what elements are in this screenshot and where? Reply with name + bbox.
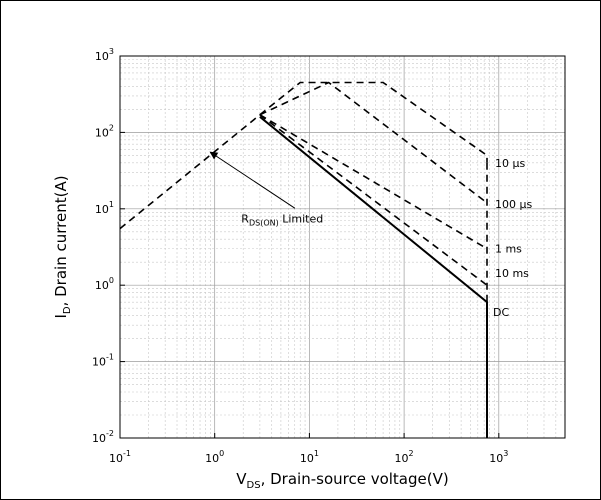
series-label: 1 ms [495, 243, 522, 256]
x-tick-exp: -1 [123, 449, 131, 458]
y-axis-label-rest: , Drain current(A) [52, 175, 70, 306]
y-tick-label: 101 [95, 200, 114, 216]
annotation-arrow [209, 151, 296, 209]
series-label: DC [493, 306, 509, 319]
y-axis-label-main: I [52, 314, 70, 318]
y-tick-label: 10-1 [92, 353, 114, 369]
series-line-10-us [259, 81, 488, 163]
x-tick-base: 10 [205, 452, 219, 465]
x-tick-label: 103 [489, 449, 508, 465]
series-label: 10 μs [495, 157, 525, 170]
y-tick-label: 103 [95, 47, 114, 63]
x-tick-base: 10 [489, 452, 503, 465]
x-tick-exp: 1 [314, 449, 319, 458]
x-tick-label: 10-1 [109, 449, 131, 465]
y-tick-base: 10 [92, 356, 106, 369]
y-tick-base: 10 [95, 203, 109, 216]
y-tick-base: 10 [95, 279, 109, 292]
series-label: 100 μs [495, 198, 532, 211]
annotation-main: R [241, 212, 249, 225]
y-tick-label: 10-2 [92, 429, 114, 445]
series-line-100-us [259, 81, 488, 204]
series-group [119, 81, 488, 438]
y-tick-exp: 2 [109, 123, 114, 132]
grid [120, 56, 565, 438]
x-tick-label: 102 [395, 449, 414, 465]
x-axis-label-main: V [236, 470, 247, 488]
x-tick-exp: 2 [409, 449, 414, 458]
annotation-rdson-limited: RDS(ON) Limited [241, 212, 323, 227]
y-tick-exp: 1 [109, 200, 114, 209]
series-label: 10 ms [495, 267, 529, 280]
y-tick-exp: 3 [109, 47, 114, 56]
annotation-group: RDS(ON) Limited [209, 151, 323, 227]
plot-border [119, 55, 566, 439]
y-tick-exp: -2 [106, 429, 114, 438]
x-tick-exp: 0 [219, 449, 224, 458]
y-tick-label: 100 [95, 276, 114, 292]
x-tick-base: 10 [395, 452, 409, 465]
x-tick-exp: 3 [503, 449, 508, 458]
y-tick-exp: 0 [109, 276, 114, 285]
x-axis-label-sub: DS [247, 480, 261, 491]
x-tick-label: 101 [300, 449, 319, 465]
x-tick-label: 100 [205, 449, 224, 465]
x-tick-base: 10 [109, 452, 123, 465]
y-tick-label: 102 [95, 123, 114, 139]
series-line-DC [259, 116, 488, 438]
y-tick-base: 10 [95, 50, 109, 63]
y-tick-base: 10 [95, 126, 109, 139]
series-line-1-ms [259, 114, 488, 250]
series-line [119, 114, 261, 230]
x-axis-label: VDS, Drain-source voltage(V) [236, 470, 448, 491]
x-axis-label-rest: , Drain-source voltage(V) [261, 470, 449, 488]
y-axis-label-sub: D [62, 306, 73, 314]
y-tick-exp: -1 [106, 353, 114, 362]
annotation-sub: DS(ON) [249, 218, 279, 227]
y-axis-label: ID, Drain current(A) [52, 175, 73, 318]
x-tick-base: 10 [300, 452, 314, 465]
series-labels: 10 μs 100 μs 1 ms 10 ms DC [493, 157, 532, 319]
annotation-rest: Limited [279, 212, 324, 225]
series-line-10-ms [259, 114, 488, 286]
y-tick-base: 10 [92, 432, 106, 445]
